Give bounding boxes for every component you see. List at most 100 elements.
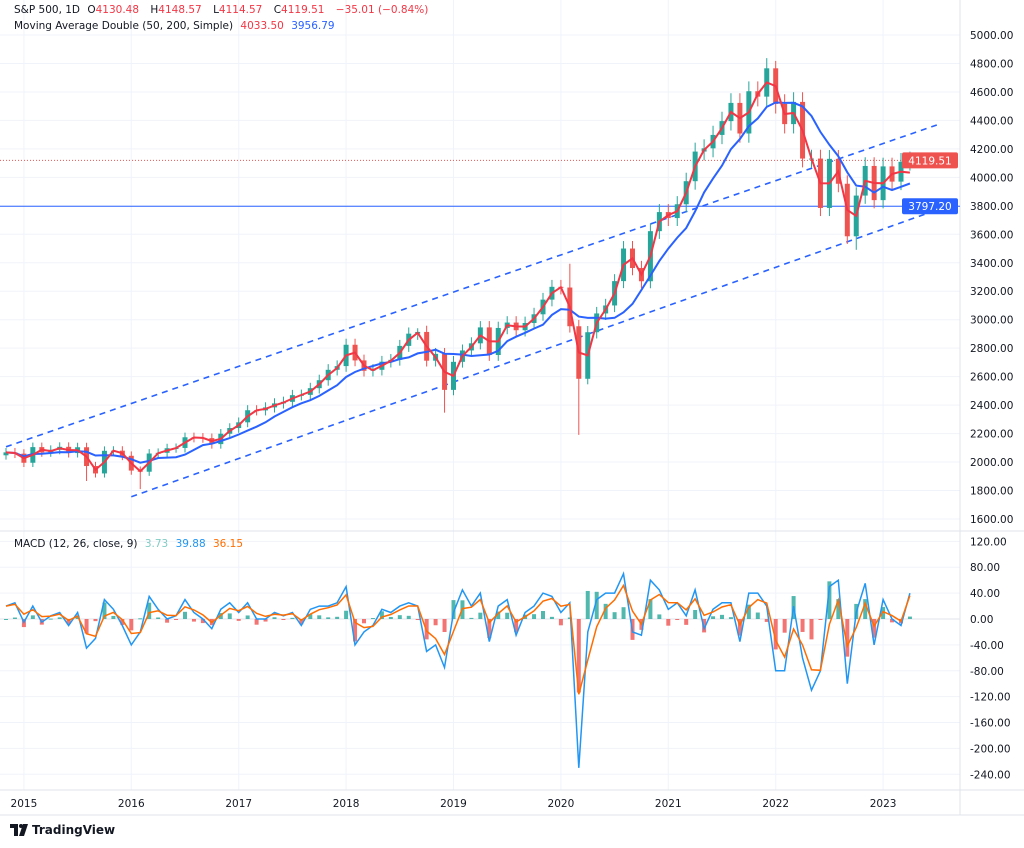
- macd-histogram-bar: [245, 615, 250, 619]
- hline-price-tag-bg: [902, 198, 958, 215]
- hline-price-tag: 3797.20: [908, 201, 951, 213]
- price-tick-label: 1800.00: [970, 486, 1013, 498]
- macd-histogram-bar: [549, 616, 554, 619]
- macd-histogram-bar: [478, 612, 483, 619]
- macd-histogram-bar: [720, 614, 724, 619]
- macd-signal-line: [5, 583, 911, 695]
- time-tick-label: 2015: [11, 798, 38, 810]
- time-tick-label: 2020: [548, 798, 575, 810]
- channel-trendline: [131, 209, 938, 498]
- price-tick-label: 2400.00: [970, 400, 1013, 412]
- macd-tick-label: -160.00: [970, 718, 1011, 730]
- macd-histogram-bar: [666, 619, 671, 626]
- price-tick-label: 1600.00: [970, 514, 1013, 526]
- last-price-tag: 4119.51: [908, 155, 951, 167]
- macd-histogram-bar: [746, 604, 751, 619]
- macd-tick-label: 120.00: [970, 536, 1007, 548]
- macd-histogram-bar: [496, 611, 501, 619]
- macd-tick-label: -120.00: [970, 692, 1011, 704]
- time-tick-label: 2017: [225, 798, 252, 810]
- macd-histogram-bar: [370, 618, 375, 620]
- macd-tick-label: 0.00: [970, 614, 993, 626]
- macd-histogram-bar: [648, 599, 653, 619]
- high-value: H4148.57: [150, 4, 205, 16]
- macd-histogram-bar: [818, 619, 823, 620]
- price-tick-label: 5000.00: [970, 30, 1013, 42]
- channel-trendline: [5, 124, 938, 448]
- low-label: L: [213, 4, 219, 16]
- macd-histogram-bar: [388, 616, 393, 619]
- ma-legend: Moving Average Double (50, 200, Simple) …: [14, 20, 339, 32]
- macd-histogram-bar: [764, 619, 769, 622]
- macd-histogram-bar: [120, 619, 125, 625]
- macd-histogram-bar: [317, 615, 322, 619]
- price-tick-label: 3800.00: [970, 201, 1013, 213]
- macd-histogram-bar: [514, 619, 519, 633]
- open-value: O4130.48: [87, 4, 143, 16]
- macd-histogram-bar: [872, 619, 877, 638]
- macd-histogram-bar: [603, 603, 608, 619]
- price-tick-label: 4200.00: [970, 144, 1013, 156]
- macd-histogram-bar: [362, 619, 366, 624]
- macd-histogram-bar: [299, 619, 304, 625]
- macd-histogram-bar: [836, 599, 841, 619]
- macd-histogram-bar: [254, 619, 259, 625]
- macd-histogram-bar: [308, 614, 313, 619]
- price-tick-label: 4800.00: [970, 58, 1013, 70]
- macd-histogram-bar: [30, 615, 35, 619]
- macd-histogram-bar: [353, 619, 358, 642]
- macd-histogram-bar: [326, 617, 331, 619]
- macd-histogram-bar: [174, 619, 179, 620]
- macd-histogram-bar: [567, 617, 572, 619]
- high-number: 4148.57: [158, 4, 202, 16]
- macd-histogram-bar: [469, 617, 474, 619]
- macd-histogram-bar: [827, 581, 832, 619]
- macd-histogram-bar: [335, 616, 340, 619]
- symbol-title: S&P 500, 1D: [14, 4, 81, 16]
- low-value: L4114.57: [213, 4, 266, 16]
- macd-histogram-bar: [532, 614, 537, 619]
- open-number: 4130.48: [95, 4, 140, 16]
- macd-histogram-bar: [183, 611, 187, 619]
- macd-tick-label: -80.00: [970, 666, 1004, 678]
- macd-value: 39.88: [175, 538, 206, 550]
- price-tick-label: 2800.00: [970, 343, 1013, 355]
- macd-histogram-bar: [4, 619, 8, 620]
- macd-histogram-bar: [111, 615, 116, 619]
- macd-legend: MACD (12, 26, close, 9) 3.73 39.88 36.15: [14, 538, 247, 550]
- macd-histogram-bar: [227, 613, 232, 619]
- tradingview-logo[interactable]: TradingView: [10, 823, 115, 837]
- time-tick-label: 2018: [333, 798, 360, 810]
- macd-histogram-bar: [48, 618, 53, 620]
- high-label: H: [150, 4, 159, 16]
- time-tick-label: 2023: [870, 798, 897, 810]
- macd-histogram-bar: [675, 619, 680, 620]
- price-tick-label: 3200.00: [970, 286, 1013, 298]
- macd-histogram-bar: [290, 617, 295, 619]
- macd-hist-value: 3.73: [144, 538, 169, 550]
- macd-histogram-bar: [281, 619, 286, 620]
- macd-histogram-bar: [102, 602, 107, 619]
- macd-histogram-bar: [66, 619, 71, 625]
- macd-histogram-bar: [379, 611, 384, 619]
- price-tick-label: 3600.00: [970, 229, 1013, 241]
- macd-histogram-bar: [684, 619, 689, 625]
- macd-histogram-bar: [558, 619, 563, 626]
- macd-histogram-bar: [263, 619, 268, 622]
- tradingview-icon: [10, 824, 28, 836]
- macd-tick-label: -200.00: [970, 743, 1011, 755]
- candle-body: [3, 452, 9, 456]
- macd-histogram-bar: [156, 617, 161, 619]
- macd-histogram-bar: [415, 619, 420, 620]
- macd-histogram-bar: [147, 602, 152, 619]
- macd-histogram-bar: [576, 619, 581, 693]
- macd-histogram-bar: [433, 619, 438, 626]
- macd-histogram-bar: [737, 619, 742, 636]
- macd-histogram-bar: [809, 619, 814, 640]
- price-tick-label: 3000.00: [970, 315, 1013, 327]
- macd-histogram-bar: [165, 619, 170, 623]
- close-label: C: [273, 4, 282, 16]
- ma50-line: [5, 81, 911, 473]
- macd-histogram-bar: [541, 611, 545, 619]
